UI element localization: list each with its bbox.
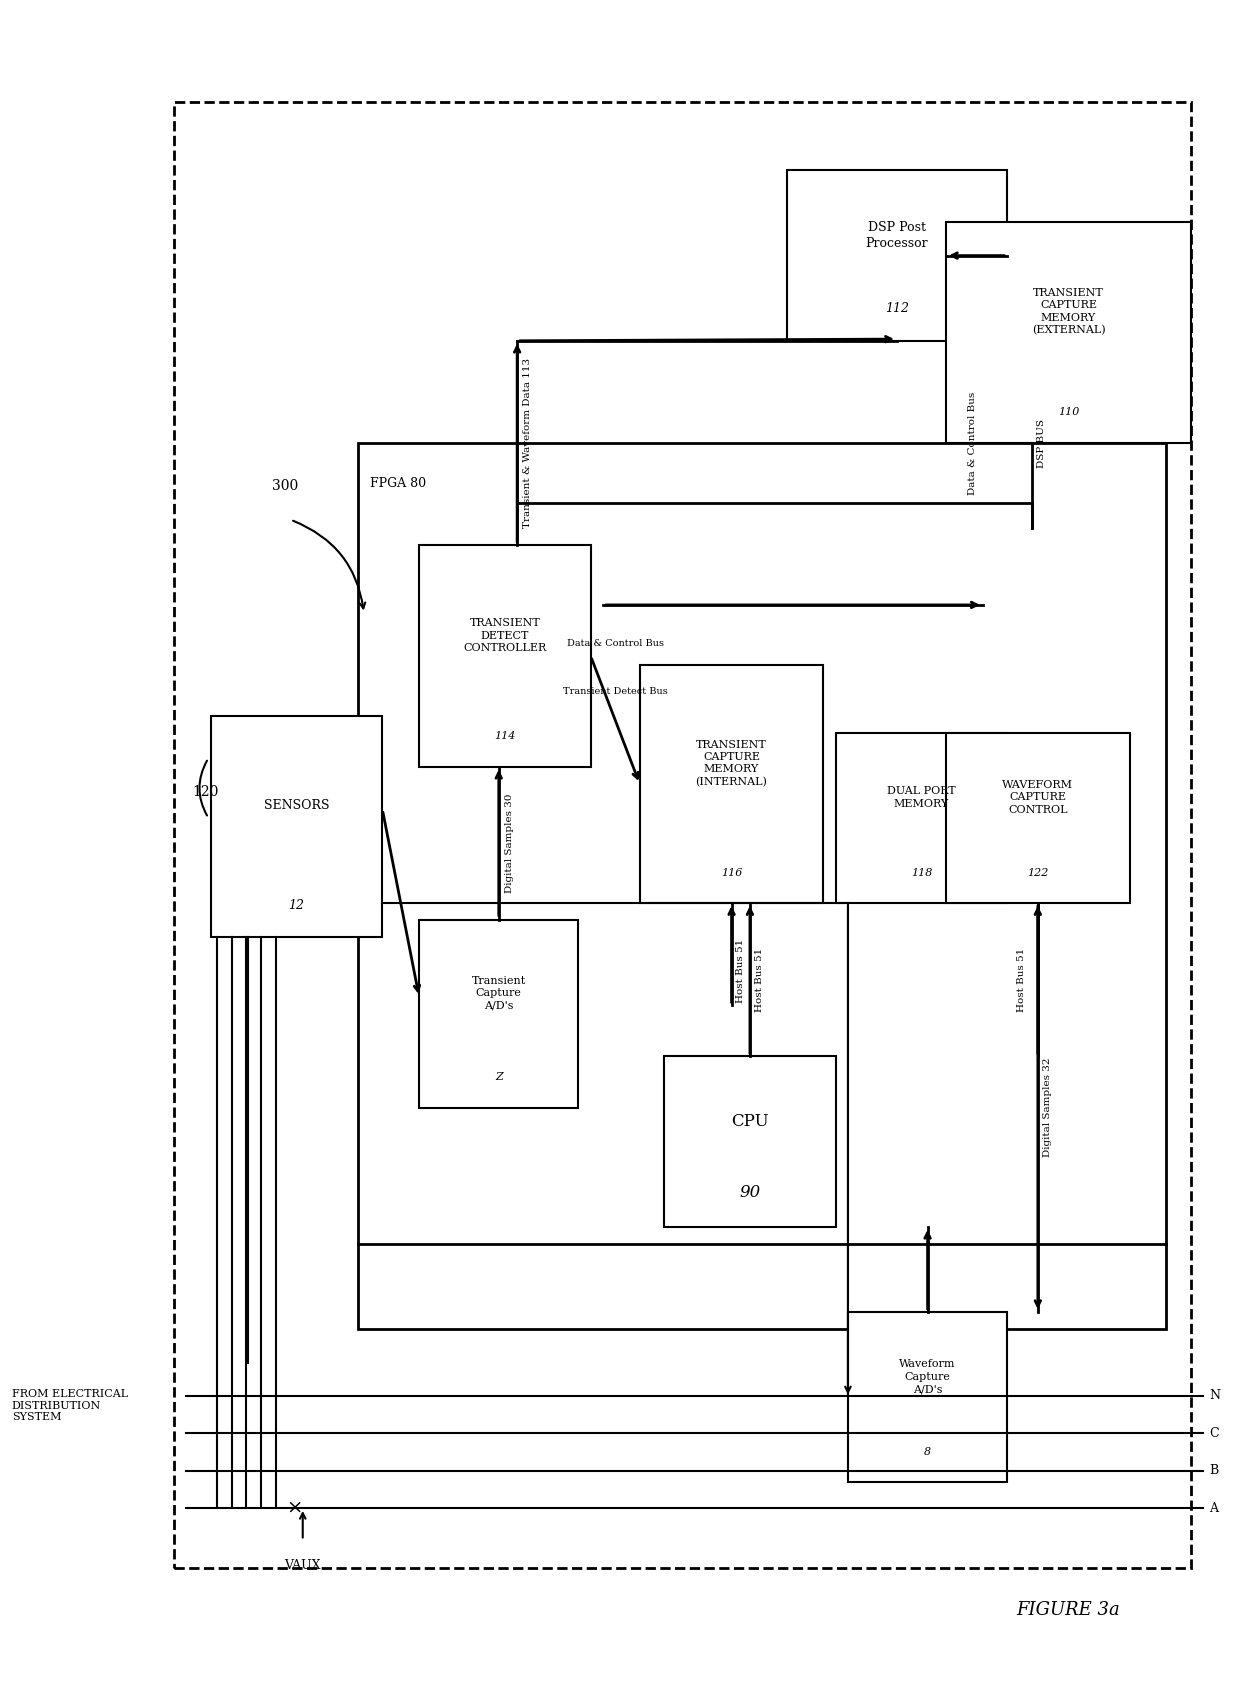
Text: Host Bus 51: Host Bus 51 <box>755 947 764 1012</box>
Text: 90: 90 <box>739 1184 760 1201</box>
Bar <box>211 716 382 937</box>
Text: VAUX: VAUX <box>284 1559 321 1573</box>
Bar <box>665 1056 836 1227</box>
Text: 110: 110 <box>1058 407 1079 417</box>
Text: A: A <box>1209 1501 1219 1515</box>
Text: 8: 8 <box>924 1447 931 1457</box>
Text: 116: 116 <box>720 867 743 878</box>
Text: 122: 122 <box>1027 867 1049 878</box>
Text: ×: × <box>286 1500 303 1517</box>
Text: FIGURE 3a: FIGURE 3a <box>1017 1602 1121 1619</box>
Text: Data & Control Bus: Data & Control Bus <box>967 392 977 494</box>
Text: 12: 12 <box>289 898 305 912</box>
Text: Digital Samples 32: Digital Samples 32 <box>1043 1058 1052 1157</box>
Text: Z: Z <box>495 1072 502 1082</box>
Text: 112: 112 <box>885 302 909 315</box>
Bar <box>419 545 590 767</box>
Text: SENSORS: SENSORS <box>264 799 330 813</box>
Text: TRANSIENT
CAPTURE
MEMORY
(INTERNAL): TRANSIENT CAPTURE MEMORY (INTERNAL) <box>696 740 768 787</box>
Text: FROM ELECTRICAL
DISTRIBUTION
SYSTEM: FROM ELECTRICAL DISTRIBUTION SYSTEM <box>12 1389 128 1423</box>
Bar <box>946 222 1190 443</box>
Text: Waveform
Capture
A/D's: Waveform Capture A/D's <box>899 1360 956 1394</box>
Text: C: C <box>1209 1426 1219 1440</box>
Text: Transient Detect Bus: Transient Detect Bus <box>563 687 667 695</box>
Bar <box>174 102 1190 1568</box>
Text: Host Bus 51: Host Bus 51 <box>1017 947 1025 1012</box>
Bar <box>358 443 1167 1329</box>
Text: Transient & Waveform Data 113: Transient & Waveform Data 113 <box>523 358 532 528</box>
Text: FPGA 80: FPGA 80 <box>370 477 427 491</box>
Text: TRANSIENT
DETECT
CONTROLLER: TRANSIENT DETECT CONTROLLER <box>464 619 547 653</box>
Text: Data & Control Bus: Data & Control Bus <box>567 639 663 648</box>
Text: Host Bus 51: Host Bus 51 <box>737 939 745 1004</box>
Bar <box>836 733 1007 903</box>
Text: DSP Post
Processor: DSP Post Processor <box>866 220 929 250</box>
Text: WAVEFORM
CAPTURE
CONTROL: WAVEFORM CAPTURE CONTROL <box>1002 780 1074 815</box>
Text: Transient
Capture
A/D's: Transient Capture A/D's <box>471 976 526 1010</box>
Bar <box>786 170 1007 341</box>
Text: N: N <box>1209 1389 1220 1402</box>
Text: DUAL PORT
MEMORY: DUAL PORT MEMORY <box>887 786 956 809</box>
Text: 120: 120 <box>192 786 218 799</box>
Text: 118: 118 <box>910 867 932 878</box>
Text: CPU: CPU <box>732 1113 769 1130</box>
Bar <box>640 665 823 903</box>
Text: TRANSIENT
CAPTURE
MEMORY
(EXTERNAL): TRANSIENT CAPTURE MEMORY (EXTERNAL) <box>1032 288 1105 336</box>
Text: B: B <box>1209 1464 1219 1477</box>
Text: 300: 300 <box>272 479 299 492</box>
Text: Digital Samples 30: Digital Samples 30 <box>505 794 513 893</box>
Bar <box>946 733 1130 903</box>
Text: DSP BUS: DSP BUS <box>1037 419 1045 467</box>
Text: 114: 114 <box>495 731 516 741</box>
Bar <box>848 1312 1007 1482</box>
Bar <box>419 920 578 1108</box>
